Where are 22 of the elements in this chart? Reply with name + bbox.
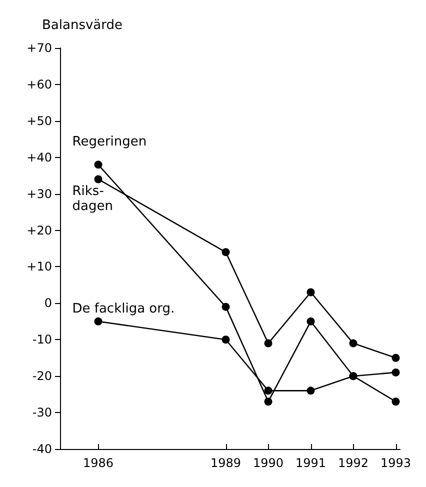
y-tick-label: -10 bbox=[32, 332, 52, 347]
series-label: Riks- dagen bbox=[72, 184, 113, 214]
y-tick-label: -20 bbox=[32, 369, 52, 384]
x-tick-label: 1993 bbox=[380, 456, 412, 470]
y-tick-label: +70 bbox=[26, 41, 52, 55]
y-axis-title: Balansvärde bbox=[42, 18, 123, 33]
y-tick-label: +40 bbox=[26, 150, 52, 164]
y-tick-label: +20 bbox=[26, 223, 52, 238]
y-tick-label: -40 bbox=[32, 442, 52, 456]
series-label: De fackliga org. bbox=[72, 301, 175, 316]
y-tick-label: 0 bbox=[44, 296, 52, 310]
y-tick-label: +50 bbox=[26, 114, 52, 128]
y-tick-label: +60 bbox=[26, 77, 52, 92]
x-tick-label: 1991 bbox=[295, 456, 326, 470]
x-tick-label: 1989 bbox=[210, 456, 242, 470]
series-label: Regeringen bbox=[72, 134, 147, 150]
x-tick-label: 1990 bbox=[252, 456, 284, 470]
x-tick-label: 1986 bbox=[82, 456, 114, 470]
x-tick-label: 1992 bbox=[338, 456, 369, 470]
y-tick-label: +10 bbox=[26, 260, 52, 274]
y-tick-label: +30 bbox=[26, 186, 52, 201]
y-tick-label: -30 bbox=[32, 406, 52, 420]
